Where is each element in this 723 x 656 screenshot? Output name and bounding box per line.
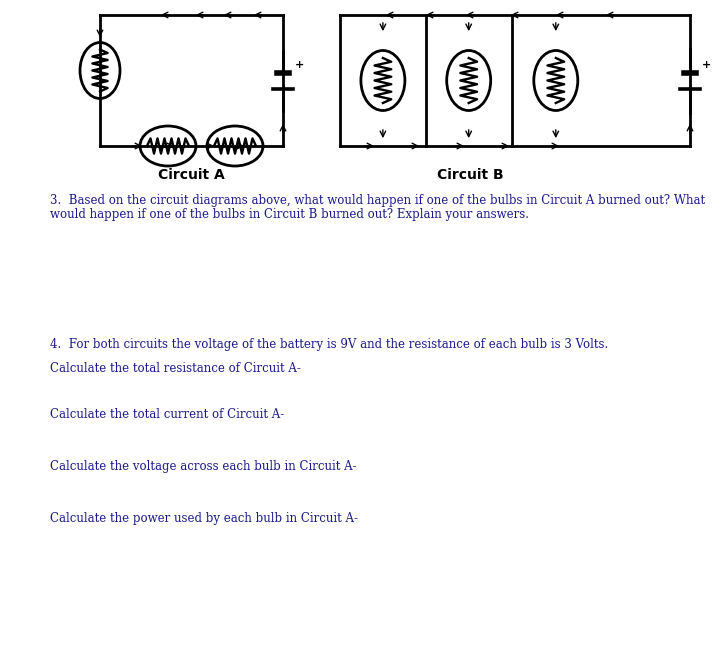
- Text: would happen if one of the bulbs in Circuit B burned out? Explain your answers.: would happen if one of the bulbs in Circ…: [50, 208, 529, 221]
- Text: Calculate the power used by each bulb in Circuit A-: Calculate the power used by each bulb in…: [50, 512, 358, 525]
- Text: 3.  Based on the circuit diagrams above, what would happen if one of the bulbs i: 3. Based on the circuit diagrams above, …: [50, 194, 705, 207]
- Text: Calculate the total resistance of Circuit A-: Calculate the total resistance of Circui…: [50, 362, 301, 375]
- Text: Calculate the voltage across each bulb in Circuit A-: Calculate the voltage across each bulb i…: [50, 460, 356, 473]
- Text: 4.  For both circuits the voltage of the battery is 9V and the resistance of eac: 4. For both circuits the voltage of the …: [50, 338, 608, 351]
- Text: +: +: [295, 60, 304, 70]
- Text: Circuit A: Circuit A: [158, 168, 225, 182]
- Text: Circuit B: Circuit B: [437, 168, 503, 182]
- Text: +: +: [702, 60, 711, 70]
- Text: Calculate the total current of Circuit A-: Calculate the total current of Circuit A…: [50, 408, 284, 421]
